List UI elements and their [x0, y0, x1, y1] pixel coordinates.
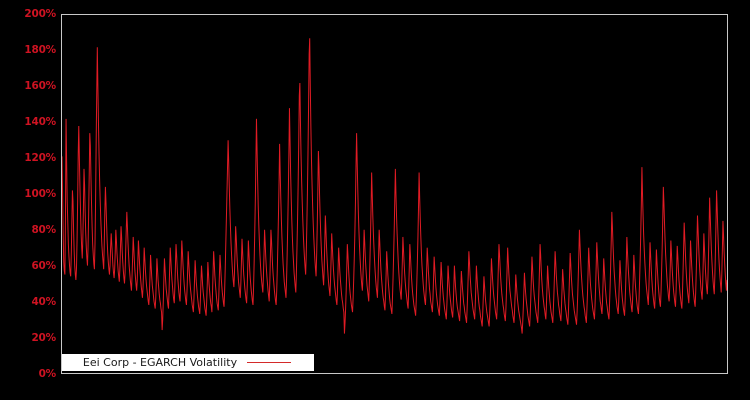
y-axis-tick-label: 100% [24, 188, 56, 200]
y-axis-tick-label: 120% [24, 152, 56, 164]
y-axis-tick-label: 140% [24, 116, 56, 128]
series-line [62, 38, 727, 334]
y-axis: 200% 180% 160% 140% 120% 100% 80% 60% 40% 20% 0% [0, 0, 61, 400]
y-axis-tick-label: 200% [24, 8, 56, 20]
chart-legend: Eei Corp - EGARCH Volatility [62, 354, 314, 371]
y-axis-tick-label: 20% [31, 332, 56, 344]
y-axis-tick-label: 40% [31, 296, 56, 308]
volatility-series [62, 38, 727, 334]
y-axis-tick-label: 80% [31, 224, 56, 236]
y-axis-tick-label: 180% [24, 44, 56, 56]
y-axis-tick-label: 60% [31, 260, 56, 272]
legend-line-swatch [247, 362, 292, 363]
legend-label: Eei Corp - EGARCH Volatility [82, 356, 238, 369]
y-axis-tick-label: 160% [24, 80, 56, 92]
y-axis-tick-label: 0% [38, 368, 57, 380]
plot-area [61, 14, 728, 374]
